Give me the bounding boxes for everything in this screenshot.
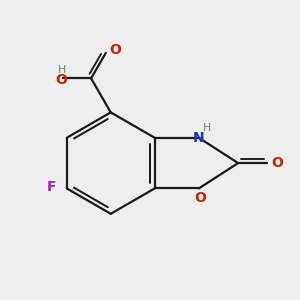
Text: O: O: [56, 73, 68, 87]
Text: O: O: [272, 156, 283, 170]
Text: N: N: [193, 131, 205, 145]
Text: F: F: [46, 181, 56, 194]
Text: H: H: [203, 123, 211, 133]
Text: O: O: [110, 43, 122, 57]
Text: O: O: [194, 191, 206, 205]
Text: H: H: [58, 65, 66, 75]
